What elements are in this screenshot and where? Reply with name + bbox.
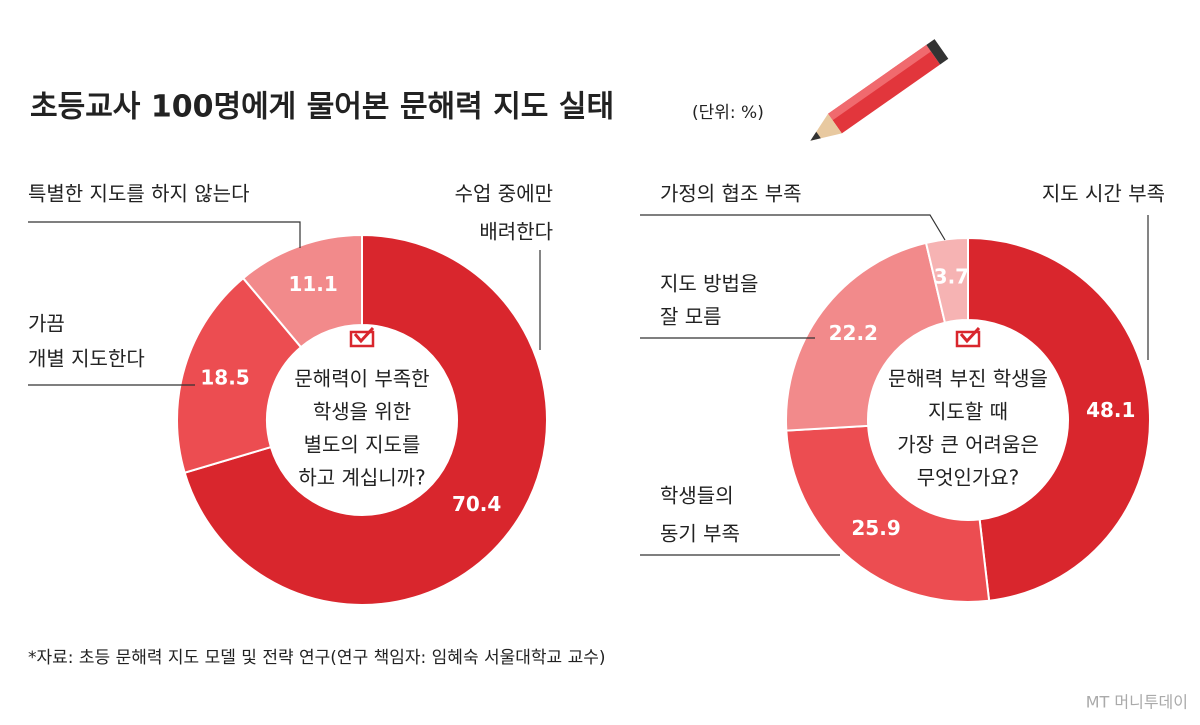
source: *자료: 초등 문해력 지도 모델 및 전략 연구(연구 책임자: 임혜숙 서울… (28, 648, 606, 668)
pencil (810, 39, 949, 141)
value-label: 3.7 (934, 264, 969, 288)
center-text: 별도의 지도를 (304, 433, 421, 457)
category-label: 특별한 지도를 하지 않는다 (28, 182, 249, 206)
check-icon-box (349, 330, 375, 348)
donut-segment (241, 233, 363, 349)
value-label: 22.2 (829, 321, 878, 345)
center-text: 문해력 부진 학생을 (888, 367, 1048, 391)
check-icon-box (955, 330, 981, 348)
category-label: 배려한다 (479, 220, 553, 244)
leader-line (640, 214, 946, 241)
category-label: 학생들의 (660, 484, 734, 508)
donut-segment (785, 424, 991, 603)
category-label: 지도 방법을 (660, 272, 758, 296)
center-text: 무엇인가요? (917, 466, 1020, 490)
check-icon-mark (353, 326, 375, 344)
center-circle (269, 327, 455, 513)
category-label: 지도 시간 부족 (1042, 182, 1165, 206)
value-label: 48.1 (1086, 398, 1135, 422)
center-circle (870, 322, 1066, 518)
category-label: 수업 중에만 (455, 182, 553, 206)
donut-segment (785, 241, 947, 432)
center-text: 하고 계십니까? (298, 466, 425, 490)
category-label: 가정의 협조 부족 (660, 182, 802, 206)
value-label: 25.9 (851, 516, 900, 540)
unit: (단위: %) (692, 103, 764, 123)
category-label: 잘 모름 (660, 305, 722, 329)
center-text: 문해력이 부족한 (294, 367, 429, 391)
check-icon-mark (959, 326, 981, 344)
leader-line (28, 221, 301, 248)
donut-segment (183, 233, 548, 606)
donut-segment (176, 276, 303, 474)
center-text: 지도할 때 (928, 400, 1008, 424)
title: 초등교사 100명에게 물어본 문해력 지도 실태 (30, 90, 614, 125)
category-label: 개별 지도한다 (28, 347, 145, 371)
donut-segment (924, 236, 969, 324)
category-label: 가끔 (28, 312, 65, 336)
category-label: 동기 부족 (660, 522, 740, 546)
value-label: 70.4 (452, 492, 501, 516)
donut-segment (967, 236, 1151, 602)
value-label: 11.1 (288, 272, 337, 296)
watermark: MT 머니투데이 (1086, 693, 1188, 712)
center-text: 학생을 위한 (313, 400, 411, 424)
value-label: 18.5 (200, 365, 249, 389)
center-text: 가장 큰 어려움은 (897, 433, 1039, 457)
